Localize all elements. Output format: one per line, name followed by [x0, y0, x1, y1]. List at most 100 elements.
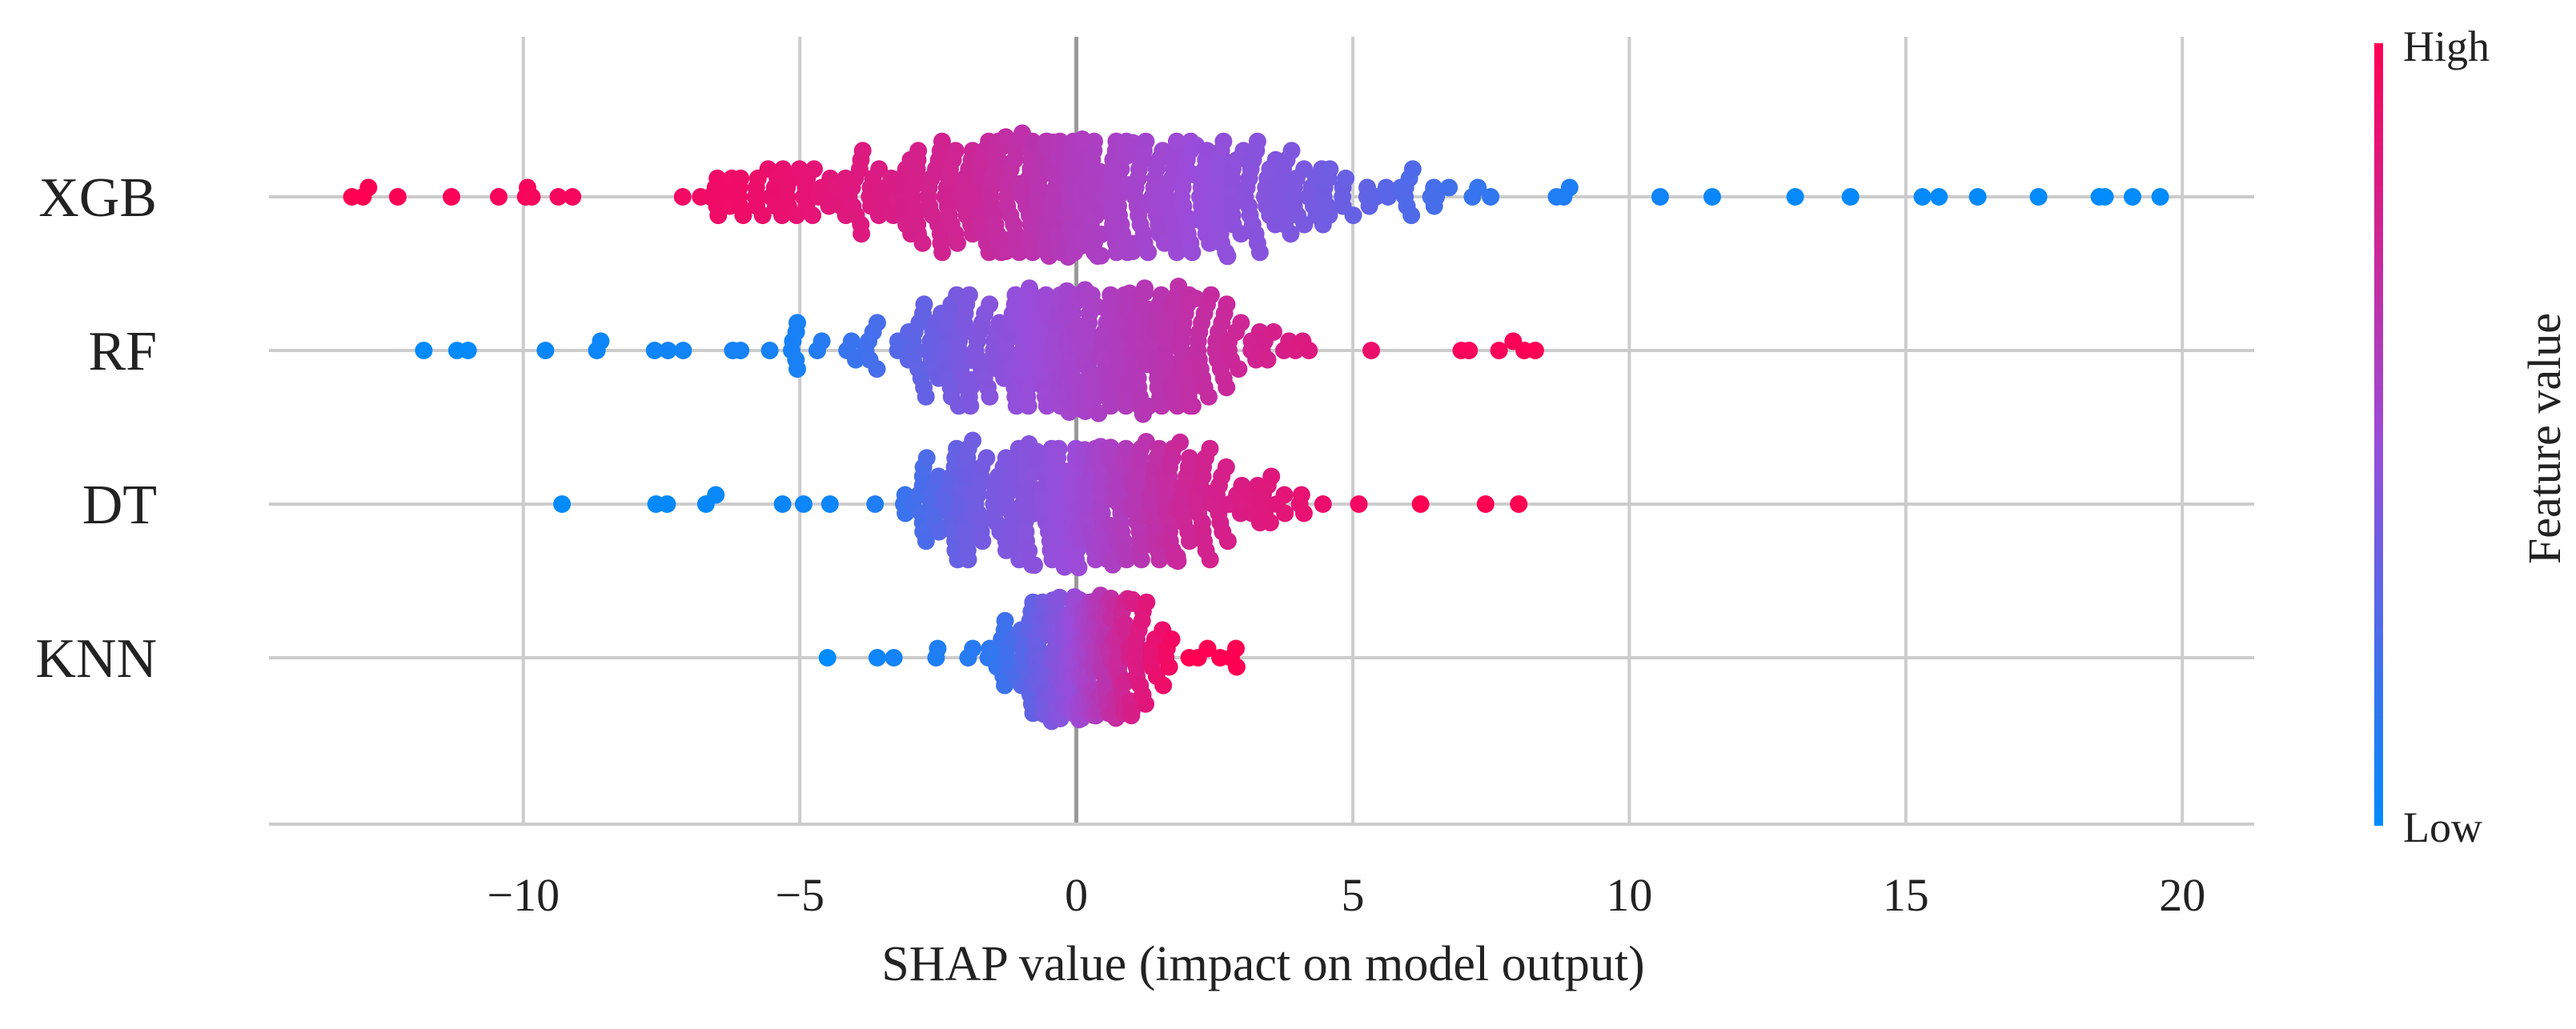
shap-point-xgb	[1282, 225, 1300, 243]
x-tick-label: −5	[775, 869, 825, 921]
shap-point-dt	[959, 551, 977, 569]
shap-point-xgb	[443, 188, 460, 206]
shap-point-rf	[536, 342, 555, 359]
shap-point-xgb	[1402, 206, 1421, 225]
shap-point-xgb	[1321, 160, 1339, 178]
shap-point-xgb	[933, 243, 952, 262]
shap-point-dt	[773, 495, 792, 513]
shap-point-xgb	[1092, 246, 1110, 265]
x-tick-label: 20	[2159, 869, 2205, 921]
shap-point-rf	[1182, 379, 1200, 398]
shap-point-xgb	[1051, 132, 1069, 150]
shap-point-knn	[1154, 676, 1173, 695]
shap-point-rf	[674, 342, 692, 359]
feature-label-dt: DT	[82, 474, 157, 536]
shap-point-dt	[1117, 551, 1136, 569]
shap-point-xgb	[1137, 132, 1155, 150]
shap-point-knn	[1050, 588, 1069, 607]
shap-point-dt	[917, 449, 936, 467]
shap-point-xgb	[1024, 243, 1041, 262]
shap-point-rf	[842, 332, 861, 350]
shap-point-dt	[1261, 514, 1279, 532]
shap-point-xgb	[1295, 215, 1314, 234]
colorbar-title: Feature value	[2518, 313, 2570, 564]
shap-point-xgb	[1085, 132, 1103, 150]
shap-point-dt	[866, 495, 885, 513]
shap-point-dt	[1049, 439, 1068, 458]
shap-point-rf	[1362, 342, 1380, 359]
shap-point-xgb	[949, 234, 966, 252]
shap-point-xgb	[1703, 188, 1721, 206]
shap-point-knn	[818, 649, 837, 667]
shap-point-xgb	[1167, 132, 1186, 150]
shap-point-knn	[964, 639, 982, 658]
shap-point-rf	[1526, 342, 1544, 359]
shap-point-rf	[645, 342, 664, 359]
shap-point-dt	[917, 532, 935, 551]
shap-point-rf	[1006, 286, 1025, 304]
shap-point-rf	[1218, 378, 1236, 397]
shap-point-dt	[1181, 532, 1198, 551]
shap-point-dt	[1275, 486, 1294, 504]
feature-label-knn: KNN	[35, 628, 157, 690]
shap-point-dt	[1276, 504, 1294, 523]
shap-point-xgb	[732, 169, 750, 187]
shap-point-rf	[1258, 350, 1277, 369]
shap-point-xgb	[1183, 243, 1202, 262]
shap-point-xgb	[2151, 188, 2169, 206]
shap-point-dt	[930, 523, 948, 541]
shap-point-knn	[1162, 630, 1181, 648]
shap-point-xgb	[946, 142, 965, 160]
x-tick-label: 5	[1341, 869, 1364, 921]
colorbar-high-label: High	[2403, 22, 2490, 70]
shap-point-xgb	[1560, 178, 1579, 197]
shap-point-rf	[1117, 397, 1135, 415]
shap-point-dt	[1218, 532, 1237, 551]
shap-point-xgb	[1250, 243, 1269, 262]
shap-point-rf	[868, 360, 886, 378]
shap-point-rf	[1139, 397, 1158, 415]
shap-point-xgb	[933, 132, 951, 150]
x-tick-label: 15	[1883, 869, 1929, 921]
shap-point-dt	[1292, 486, 1310, 504]
x-tick-label: −10	[487, 869, 560, 921]
shap-point-dt	[1262, 467, 1281, 486]
shap-point-dt	[1294, 504, 1313, 523]
shap-point-rf	[961, 397, 980, 415]
shap-point-dt	[977, 449, 996, 467]
shap-point-rf	[760, 342, 779, 359]
shap-point-rf	[1019, 397, 1037, 415]
shap-point-xgb	[1320, 206, 1338, 225]
shap-point-dt	[1201, 439, 1219, 458]
shap-point-xgb	[1092, 225, 1110, 243]
shap-point-xgb	[1841, 188, 1860, 206]
shap-point-xgb	[1248, 132, 1266, 150]
shap-point-rf	[1183, 397, 1202, 415]
feature-label-rf: RF	[88, 321, 157, 382]
shap-point-dt	[964, 431, 982, 450]
shap-point-rf	[915, 295, 933, 314]
shap-point-xgb	[2096, 188, 2114, 206]
shap-point-dt	[1181, 449, 1198, 467]
shap-point-rf	[1089, 386, 1107, 405]
shap-point-dt	[658, 495, 676, 513]
shap-point-xgb	[853, 225, 871, 243]
shap-point-dt	[1169, 552, 1187, 571]
shap-point-xgb	[1214, 132, 1233, 150]
shap-point-xgb	[523, 188, 541, 206]
shap-point-rf	[732, 342, 750, 359]
shap-point-rf	[459, 342, 477, 359]
shap-point-xgb	[673, 188, 692, 206]
shap-point-knn	[1227, 639, 1245, 658]
shap-point-rf	[1230, 360, 1248, 378]
shap-point-dt	[1510, 495, 1528, 513]
shap-point-dt	[1171, 433, 1190, 451]
shap-point-rf	[1490, 342, 1508, 359]
shap-point-xgb	[1427, 188, 1446, 206]
shap-point-knn	[929, 639, 947, 658]
shap-point-xgb	[1440, 178, 1459, 197]
shap-point-dt	[973, 532, 992, 551]
shap-point-knn	[868, 649, 886, 667]
